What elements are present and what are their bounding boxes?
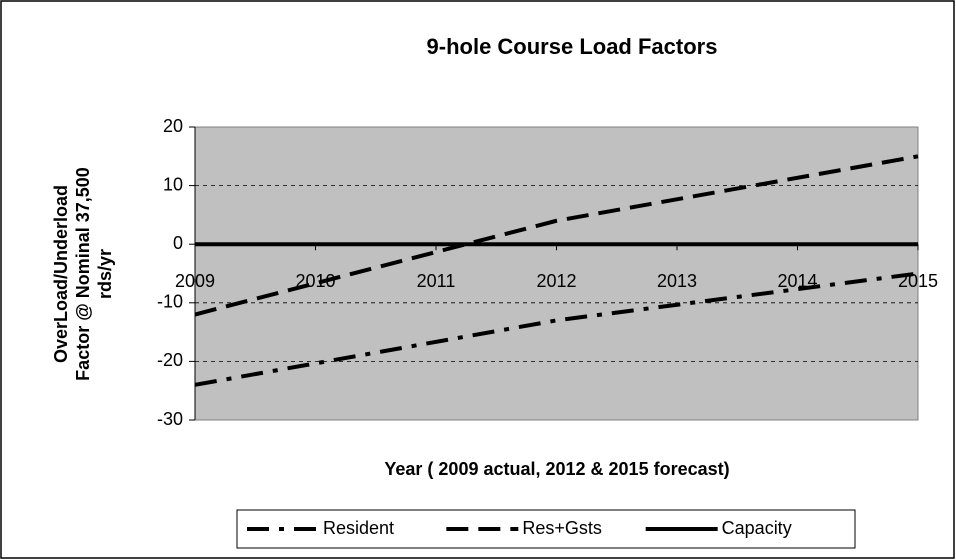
y-tick-label: 0: [173, 233, 183, 253]
legend-box: [236, 509, 856, 549]
y-axis-label-line: Factor @ Nominal 37,500: [73, 167, 93, 381]
legend-label: Res+Gsts: [522, 518, 602, 538]
x-tick-label: 2009: [175, 271, 215, 291]
x-tick-label: 2013: [657, 271, 697, 291]
y-tick-label: 20: [163, 116, 183, 136]
y-axis-label-line: OverLoad/Underload: [51, 185, 71, 363]
legend-label: Resident: [323, 518, 394, 538]
y-axis-label: OverLoad/Underload Factor @ Nominal 37,5…: [51, 167, 115, 381]
series-line: [194, 154, 919, 317]
y-axis-label-line: rds/yr: [95, 249, 115, 299]
x-tick-label: 2012: [536, 271, 576, 291]
legend: Resident Res+Gsts Capacity: [236, 509, 856, 549]
chart-title: 9-hole Course Load Factors: [427, 34, 718, 59]
y-tick-label: -10: [157, 292, 183, 312]
legend-label: Capacity: [722, 518, 792, 538]
x-axis-label: Year ( 2009 actual, 2012 & 2015 forecast…: [384, 459, 729, 479]
y-tick-label: 10: [163, 174, 183, 194]
x-tick-label: 2011: [417, 271, 456, 291]
y-tick-label: -20: [157, 350, 183, 370]
y-tick-label: -30: [157, 409, 183, 429]
